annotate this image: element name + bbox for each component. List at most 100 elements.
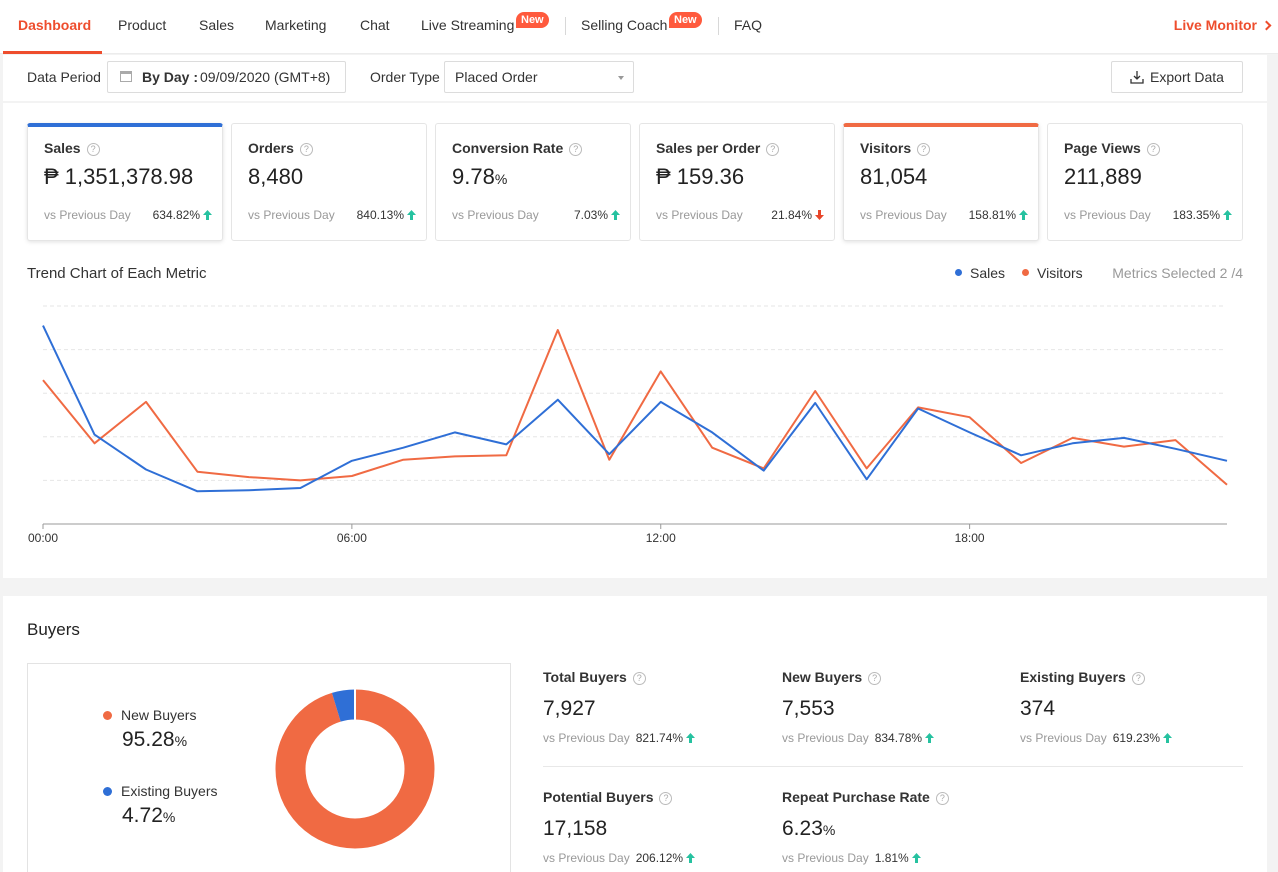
buyer-stat-existing-buyers: Existing Buyers? 374 vs Previous Day 619.23… <box>1020 669 1240 745</box>
percent-value: 4.72 <box>122 804 163 827</box>
live-monitor-link[interactable]: Live Monitor <box>1173 0 1272 52</box>
by-day-label: By Day : <box>142 69 199 85</box>
arrow-up-icon <box>911 853 921 863</box>
chevron-right-icon <box>1261 20 1272 31</box>
metric-card-conversion-rate[interactable]: Conversion Rate? 9.78% vs Previous Day 7.03… <box>435 123 631 241</box>
question-circle-icon[interactable]: ? <box>659 792 673 805</box>
x-tick-label: 18:00 <box>955 531 985 545</box>
nav-divider <box>718 17 719 35</box>
download-icon <box>1130 71 1144 84</box>
metric-card-page-views[interactable]: Page Views? 211,889 vs Previous Day 183.35% <box>1047 123 1243 241</box>
metric-change: 158.81% <box>969 208 1028 222</box>
legend-dot <box>103 711 112 720</box>
legend-label: Sales <box>970 265 1006 281</box>
metric-value: 9.78% <box>452 164 508 189</box>
order-type-value: Placed Order <box>455 69 538 85</box>
question-circle-icon[interactable]: ? <box>299 143 313 156</box>
caret-down-icon <box>618 76 624 80</box>
metric-compare-label: vs Previous Day <box>248 208 335 222</box>
live-monitor-label: Live Monitor <box>1173 17 1257 33</box>
metric-card-orders[interactable]: Orders? 8,480 vs Previous Day 840.13% <box>231 123 427 241</box>
stat-value: 17,158 <box>543 817 608 840</box>
order-type-select[interactable]: Placed Order <box>444 61 634 93</box>
metric-title: Sales? <box>44 140 100 156</box>
nav-tab-selling-coach[interactable]: Selling Coach <box>581 17 668 33</box>
nav-tab-marketing[interactable]: Marketing <box>265 17 327 33</box>
question-circle-icon[interactable]: ? <box>917 143 931 156</box>
legend-dot <box>103 787 112 796</box>
metric-title: Visitors? <box>860 140 931 156</box>
active-tab-indicator <box>3 51 102 54</box>
question-circle-icon[interactable]: ? <box>766 143 780 156</box>
metric-card-sales-per-order[interactable]: Sales per Order? ₱ 159.36 vs Previous Day 2… <box>639 123 835 241</box>
metric-card-visitors[interactable]: Visitors? 81,054 vs Previous Day 158.81% <box>843 123 1039 241</box>
new-buyers-percent: 95.28% <box>122 728 188 751</box>
question-circle-icon[interactable]: ? <box>569 143 583 156</box>
legend-item-sales[interactable]: Sales <box>955 265 1005 281</box>
question-circle-icon[interactable]: ? <box>1146 143 1160 156</box>
metric-value: ₱ 159.36 <box>656 164 745 189</box>
stat-title: Repeat Purchase Rate? <box>782 789 1002 807</box>
top-navigation: Dashboard Product Sales Marketing Chat L… <box>0 0 1278 54</box>
donut-legend-label: New Buyers <box>121 707 197 723</box>
metric-title: Conversion Rate? <box>452 140 583 156</box>
metric-change: 183.35% <box>1173 208 1232 222</box>
metric-title: Sales per Order? <box>656 140 780 156</box>
legend-label: Visitors <box>1037 265 1083 281</box>
metric-change: 634.82% <box>153 208 212 222</box>
new-badge: New <box>516 12 549 28</box>
calendar-icon <box>120 71 132 82</box>
nav-tab-sales[interactable]: Sales <box>199 17 235 33</box>
question-circle-icon[interactable]: ? <box>1131 672 1145 685</box>
date-picker[interactable]: By Day : 09/09/2020 (GMT+8) <box>107 61 346 93</box>
legend-dot <box>955 269 962 276</box>
donut-legend-label: Existing Buyers <box>121 783 218 799</box>
buyers-title: Buyers <box>27 620 80 639</box>
metrics-selected-count: Metrics Selected 2 /4 <box>1112 265 1243 281</box>
metric-change: 840.13% <box>357 208 416 222</box>
key-metrics-panel: 00:00 06:00 12:00 18:00 Sales? ₱ 1,351,378.9… <box>3 103 1267 578</box>
arrow-up-icon <box>1163 733 1173 743</box>
metric-title: Orders? <box>248 140 313 156</box>
nav-tab-live-streaming[interactable]: Live Streaming <box>421 17 515 33</box>
x-tick-label: 06:00 <box>337 531 367 545</box>
nav-tab-product[interactable]: Product <box>118 17 167 33</box>
nav-tab-faq[interactable]: FAQ <box>734 17 763 33</box>
arrow-up-icon <box>203 210 212 220</box>
nav-tab-dashboard[interactable]: Dashboard <box>18 17 92 33</box>
buyer-stat-potential-buyers: Potential Buyers? 17,158 vs Previous Day 20… <box>543 789 763 865</box>
metric-card-sales[interactable]: Sales? ₱ 1,351,378.98 vs Previous Day 634.8… <box>27 123 223 241</box>
metric-change: 7.03% <box>574 208 620 222</box>
nav-tab-chat[interactable]: Chat <box>360 17 390 33</box>
arrow-down-icon <box>815 210 824 220</box>
legend-item-visitors[interactable]: Visitors <box>1022 265 1083 281</box>
percent-value: 95.28 <box>122 728 175 751</box>
metric-value: ₱ 1,351,378.98 <box>44 164 194 189</box>
buyer-stat-new-buyers: New Buyers? 7,553 vs Previous Day 834.78% <box>782 669 1002 745</box>
metric-compare-label: vs Previous Day <box>1064 208 1151 222</box>
question-circle-icon[interactable]: ? <box>632 672 646 685</box>
export-data-button[interactable]: Export Data <box>1111 61 1243 93</box>
buyer-stat-repeat-purchase-rate: Repeat Purchase Rate? 6.23% vs Previous Da… <box>782 789 1002 865</box>
metric-change: 21.84% <box>771 208 824 222</box>
stat-compare: vs Previous Day 206.12% <box>543 851 763 865</box>
buyer-stat-total-buyers: Total Buyers? 7,927 vs Previous Day 821.74% <box>543 669 763 745</box>
question-circle-icon[interactable]: ? <box>935 792 949 805</box>
arrow-up-icon <box>925 733 935 743</box>
stat-value: 374 <box>1020 697 1056 720</box>
stat-compare: vs Previous Day 1.81% <box>782 851 1002 865</box>
buyers-donut-card: New Buyers 95.28% Existing Buyers 4.72% <box>27 663 511 872</box>
metric-value: 8,480 <box>248 164 304 189</box>
question-circle-icon[interactable]: ? <box>868 672 882 685</box>
stat-compare: vs Previous Day 619.23% <box>1020 731 1240 745</box>
metric-compare-label: vs Previous Day <box>452 208 539 222</box>
arrow-up-icon <box>1019 210 1028 220</box>
trend-chart: 00:00 06:00 12:00 18:00 <box>28 305 1228 545</box>
filter-bar: Data Period By Day : 09/09/2020 (GMT+8) … <box>3 55 1267 101</box>
stat-value: 7,553 <box>782 697 835 720</box>
arrow-up-icon <box>407 210 416 220</box>
stat-value: 7,927 <box>543 697 596 720</box>
donut-legend-new-buyers: New Buyers <box>103 707 196 723</box>
question-circle-icon[interactable]: ? <box>86 143 100 156</box>
stat-title: Total Buyers? <box>543 669 763 687</box>
